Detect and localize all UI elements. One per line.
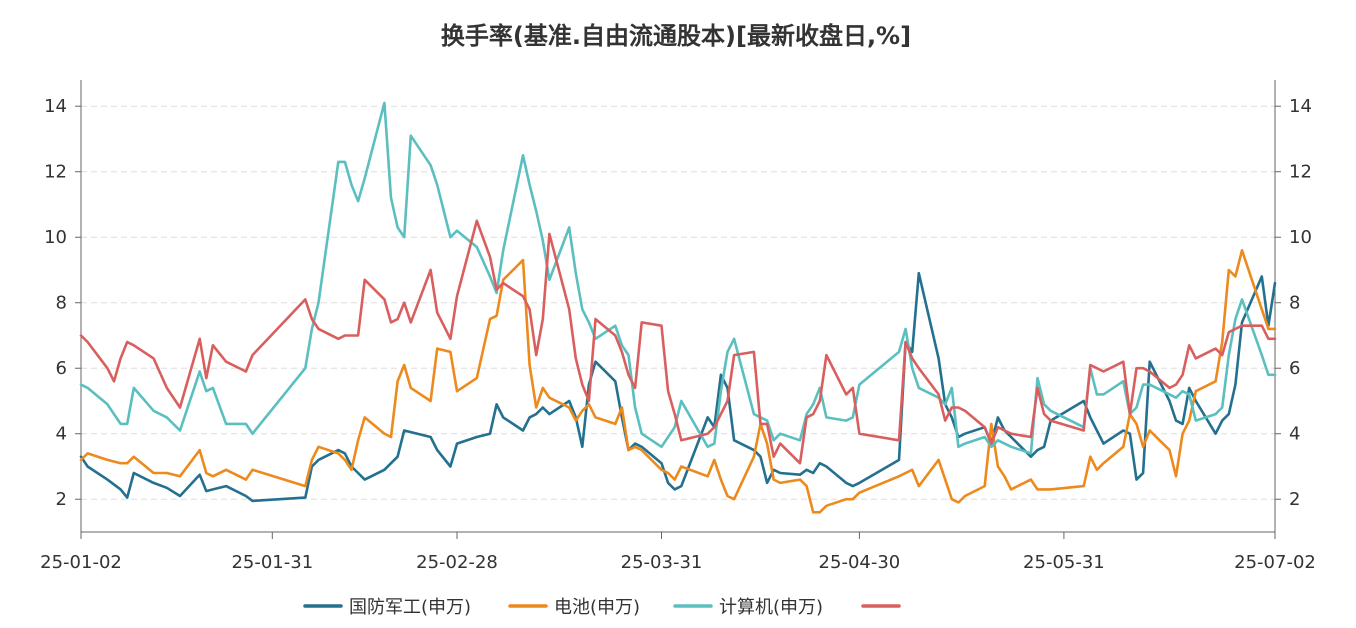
x-tick-label: 25-04-30 bbox=[819, 552, 901, 573]
y-tick-label-right: 4 bbox=[1289, 424, 1300, 445]
series-line-2 bbox=[79, 249, 1277, 514]
chart-title: 换手率(基准.自由流通股本)[最新收盘日,%] bbox=[441, 22, 911, 50]
y-tick-label-right: 6 bbox=[1289, 358, 1300, 379]
grid-lines bbox=[81, 105, 1275, 500]
y-tick-label-right: 14 bbox=[1289, 96, 1312, 117]
x-tick-label: 25-03-31 bbox=[621, 552, 703, 573]
x-tick-label: 25-07-02 bbox=[1234, 552, 1316, 573]
legend-label-2: 电池(申万) bbox=[554, 597, 640, 618]
tick-labels: 2 2 4 4 6 6 8 8 10 10 12 12 14 14 25-01-02 25-01-31 25-0… bbox=[40, 96, 1316, 573]
y-tick-label-left: 4 bbox=[56, 424, 67, 445]
legend: 国防军工(申万) 电池(申万) 计算机(申万) bbox=[303, 597, 901, 618]
axes bbox=[80, 80, 1276, 533]
x-tick-label: 25-01-31 bbox=[231, 552, 313, 573]
series-line-3 bbox=[79, 101, 1277, 455]
x-tick-label: 25-01-02 bbox=[40, 552, 122, 573]
y-tick-label-left: 12 bbox=[44, 162, 67, 183]
y-tick-label-right: 2 bbox=[1289, 489, 1300, 510]
y-tick-label-left: 14 bbox=[44, 96, 67, 117]
x-tick-label: 25-05-31 bbox=[1023, 552, 1105, 573]
x-tick-label: 25-02-28 bbox=[416, 552, 498, 573]
series-line-4 bbox=[79, 219, 1277, 465]
y-tick-label-right: 12 bbox=[1289, 162, 1312, 183]
y-tick-label-left: 2 bbox=[56, 489, 67, 510]
y-tick-label-left: 6 bbox=[56, 358, 67, 379]
y-tick-label-left: 10 bbox=[44, 227, 67, 248]
series-lines bbox=[79, 101, 1277, 514]
legend-label-1: 国防军工(申万) bbox=[349, 597, 471, 618]
y-tick-label-right: 8 bbox=[1289, 293, 1300, 314]
y-tick-label-right: 10 bbox=[1289, 227, 1312, 248]
y-tick-label-left: 8 bbox=[56, 293, 67, 314]
legend-label-3: 计算机(申万) bbox=[719, 597, 823, 618]
